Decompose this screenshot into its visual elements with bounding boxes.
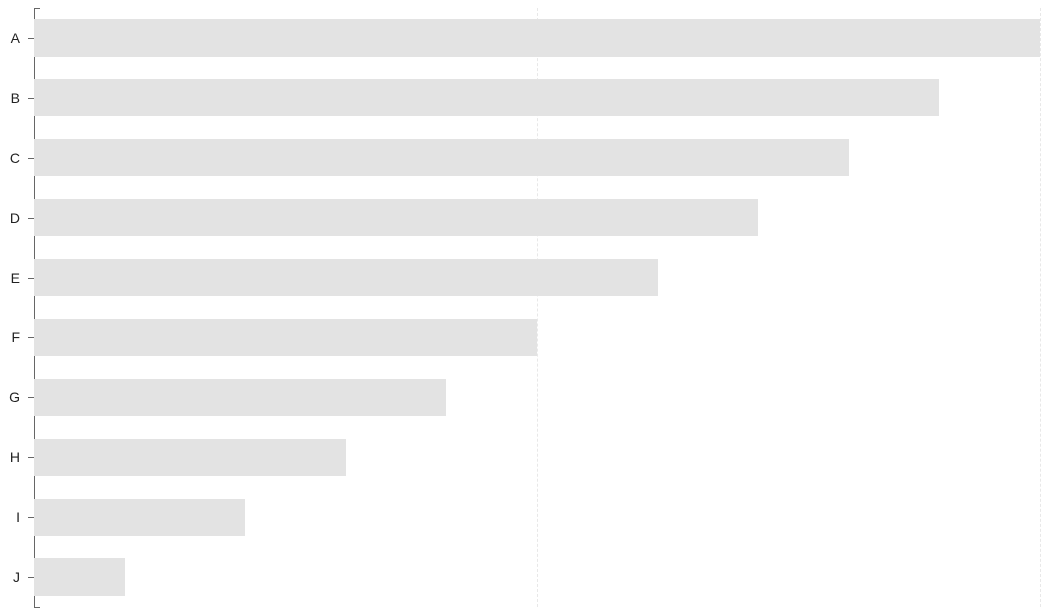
- bar: [34, 319, 537, 356]
- y-tick: [28, 98, 34, 99]
- y-tick-label: A: [11, 30, 20, 46]
- bar: [34, 19, 1040, 56]
- bar: [34, 439, 346, 476]
- y-tick-label: E: [11, 270, 20, 286]
- y-tick: [28, 517, 34, 518]
- y-tick: [28, 278, 34, 279]
- y-tick-label: J: [13, 569, 20, 585]
- y-tick-label: H: [10, 449, 20, 465]
- bar: [34, 379, 446, 416]
- y-tick-label: G: [9, 389, 20, 405]
- y-tick-label: C: [10, 150, 20, 166]
- y-tick-label: B: [11, 90, 20, 106]
- y-axis-cap-top: [34, 8, 40, 9]
- plot-area: ABCDEFGHIJ: [34, 8, 1040, 607]
- y-tick-label: F: [11, 329, 20, 345]
- bar: [34, 79, 939, 116]
- y-tick: [28, 158, 34, 159]
- bar: [34, 259, 658, 296]
- y-tick: [28, 457, 34, 458]
- gridline: [1040, 8, 1041, 607]
- y-tick: [28, 38, 34, 39]
- y-tick: [28, 577, 34, 578]
- y-tick: [28, 337, 34, 338]
- y-tick: [28, 397, 34, 398]
- y-tick-label: I: [16, 509, 20, 525]
- y-tick: [28, 218, 34, 219]
- horizontal-bar-chart: A B C D E F G H I J: [0, 0, 1044, 615]
- y-tick-label: D: [10, 210, 20, 226]
- bar: [34, 199, 758, 236]
- bar: [34, 499, 245, 536]
- bar: [34, 139, 849, 176]
- y-axis-cap-bottom: [34, 607, 40, 608]
- bar: [34, 558, 125, 595]
